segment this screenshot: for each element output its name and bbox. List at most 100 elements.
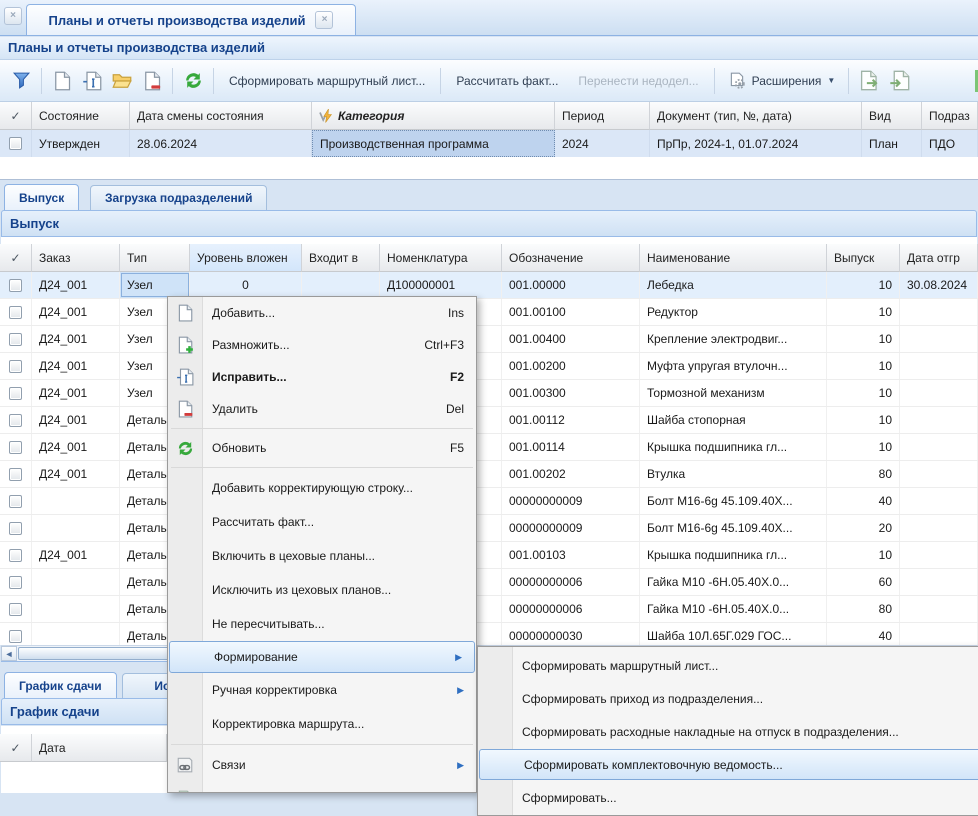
table-row[interactable]: Д24_001 Деталь 001.00103 Крышка подшипни…	[0, 542, 978, 569]
menu-item-delete[interactable]: Удалить Del	[168, 393, 476, 425]
column-header-qty[interactable]: Выпуск	[827, 244, 900, 272]
column-header-designation[interactable]: Обозначение	[502, 244, 640, 272]
add-button[interactable]	[47, 67, 77, 95]
row-checkbox[interactable]	[9, 386, 22, 400]
nomenclature-cell	[380, 488, 502, 514]
row-checkbox[interactable]	[9, 278, 22, 292]
column-header-check[interactable]: ✓	[0, 244, 32, 272]
row-checkbox[interactable]	[9, 602, 22, 616]
submenu-item-receipt-from-department[interactable]: Сформировать приход из подразделения...	[522, 691, 764, 706]
menu-item-edit[interactable]: Исправить... F2	[168, 361, 476, 393]
table-row[interactable]: Деталь 00000000009 Болт М16-6g 45.109.40…	[0, 515, 978, 542]
menu-item-include-shop-plans[interactable]: Включить в цеховые планы...	[212, 549, 375, 563]
row-checkbox[interactable]	[9, 440, 22, 454]
row-checkbox[interactable]	[9, 467, 22, 481]
column-header-department[interactable]: Подраз	[922, 102, 978, 130]
kind-cell: План	[862, 130, 922, 157]
tab-close-button[interactable]: ×	[315, 11, 334, 29]
column-header-level[interactable]: Уровень вложен	[190, 244, 302, 272]
table-row[interactable]: Деталь 00000000006 Гайка М10 -6Н.05.40Х.…	[0, 569, 978, 596]
export-button[interactable]	[854, 67, 884, 95]
menu-item-calc-fact[interactable]: Рассчитать факт...	[212, 515, 315, 529]
row-checkbox[interactable]	[9, 494, 22, 508]
close-tab-strip-button[interactable]: ×	[4, 7, 22, 25]
qty-cell: 10	[827, 434, 900, 460]
menu-item-no-recalc[interactable]: Не пересчитывать...	[212, 617, 325, 631]
table-row[interactable]: Д24_001 Узел 0 Д100000001 001.00000 Лебе…	[0, 272, 978, 299]
extensions-button[interactable]: Расширения ▼	[720, 72, 844, 90]
toolbar-separator	[172, 67, 173, 94]
column-header-nomenclature[interactable]: Номенклатура	[380, 244, 502, 272]
menu-item-duplicate[interactable]: Размножить... Ctrl+F3	[168, 329, 476, 361]
column-header-parent[interactable]: Входит в	[302, 244, 380, 272]
order-cell	[32, 596, 120, 622]
open-button[interactable]	[107, 67, 137, 95]
menu-item-formation[interactable]: Формирование ▶	[169, 641, 475, 673]
column-header-state-date[interactable]: Дата смены состояния	[130, 102, 312, 130]
table-row[interactable]: Деталь 00000000006 Гайка М10 -6Н.05.40Х.…	[0, 596, 978, 623]
column-header-period[interactable]: Период	[555, 102, 650, 130]
column-header-kind[interactable]: Вид	[862, 102, 922, 130]
column-header-date[interactable]: Дата	[32, 734, 167, 762]
table-row[interactable]: Деталь 00000000009 Болт М16-6g 45.109.40…	[0, 488, 978, 515]
menu-item-add[interactable]: Добавить... Ins	[168, 297, 476, 329]
submenu-item-expense-invoices[interactable]: Сформировать расходные накладные на отпу…	[522, 724, 899, 739]
row-check-cell	[0, 380, 32, 406]
row-checkbox[interactable]	[9, 137, 22, 150]
submenu-item-route-sheet[interactable]: Сформировать маршрутный лист...	[522, 658, 719, 673]
column-header-check[interactable]: ✓	[0, 734, 32, 762]
row-checkbox[interactable]	[9, 548, 22, 562]
vypusk-grid-rows: Д24_001 Узел 0 Д100000001 001.00000 Лебе…	[0, 272, 978, 645]
menu-item-manual-correction[interactable]: Ручная корректировка ▶	[212, 683, 464, 697]
menu-item-exclude-shop-plans[interactable]: Исключить из цеховых планов...	[212, 583, 392, 597]
tab-delivery-schedule[interactable]: График сдачи	[4, 672, 117, 698]
menu-item-links[interactable]: Связи ▶	[168, 748, 476, 782]
column-header-category[interactable]: Категория	[312, 102, 555, 130]
column-header-document[interactable]: Документ (тип, №, дата)	[650, 102, 862, 130]
tab-plans-reports[interactable]: Планы и отчеты производства изделий ×	[26, 4, 356, 35]
ship-date-cell	[900, 488, 978, 514]
row-check-cell	[0, 488, 32, 514]
column-header-order[interactable]: Заказ	[32, 244, 120, 272]
row-checkbox[interactable]	[9, 575, 22, 589]
menu-item-route-correction[interactable]: Корректировка маршрута...	[212, 717, 365, 731]
row-checkbox[interactable]	[9, 332, 22, 346]
row-checkbox[interactable]	[9, 629, 22, 643]
table-row[interactable]: Д24_001 Узел 001.00200 Муфта упругая вту…	[0, 353, 978, 380]
order-cell: Д24_001	[32, 542, 120, 568]
row-checkbox[interactable]	[9, 413, 22, 427]
menu-item-refresh[interactable]: Обновить F5	[168, 432, 476, 464]
edit-button[interactable]	[77, 67, 107, 95]
column-header-check[interactable]: ✓	[0, 102, 32, 130]
table-row[interactable]: Д24_001 Деталь 001.00114 Крышка подшипни…	[0, 434, 978, 461]
column-header-type[interactable]: Тип	[120, 244, 190, 272]
menu-item-add-correction-row[interactable]: Добавить корректирующую строку...	[212, 481, 413, 495]
refresh-button[interactable]	[178, 67, 208, 95]
scroll-left-button[interactable]: ◄	[1, 646, 17, 661]
calc-fact-button[interactable]: Рассчитать факт...	[456, 73, 559, 88]
row-checkbox[interactable]	[9, 359, 22, 373]
column-header-name[interactable]: Наименование	[640, 244, 827, 272]
table-row[interactable]: Д24_001 Узел 001.00300 Тормозной механиз…	[0, 380, 978, 407]
table-row[interactable]: Д24_001 Деталь 001.00202 Втулка 80	[0, 461, 978, 488]
submenu-item-partial[interactable]: Сформировать...	[522, 790, 617, 805]
table-row[interactable]: Д24_001 Деталь 001.00112 Шайба стопорная…	[0, 407, 978, 434]
column-header-state[interactable]: Состояние	[32, 102, 130, 130]
row-checkbox[interactable]	[9, 521, 22, 535]
import-button[interactable]	[884, 67, 914, 95]
submenu-item-picking-list[interactable]: Сформировать комплектовочную ведомость..…	[479, 749, 978, 780]
make-route-sheet-button[interactable]: Сформировать маршрутный лист...	[229, 73, 426, 88]
tab-vypusk[interactable]: Выпуск	[4, 184, 80, 210]
table-row[interactable]: Д24_001 Узел 001.00400 Крепление электро…	[0, 326, 978, 353]
filter-button[interactable]	[6, 67, 36, 95]
plans-grid-row[interactable]: Утвержден 28.06.2024 Производственная пр…	[0, 130, 978, 157]
menu-item-partial[interactable]	[168, 782, 476, 792]
column-header-ship-date[interactable]: Дата отгр	[900, 244, 978, 272]
name-cell: Болт М16-6g 45.109.40Х...	[640, 515, 827, 541]
delete-button[interactable]	[137, 67, 167, 95]
table-row[interactable]: Деталь 00000000030 Шайба 10Л.65Г.029 ГОС…	[0, 623, 978, 645]
tab-load-departments[interactable]: Загрузка подразделений	[90, 185, 268, 210]
nomenclature-cell	[380, 515, 502, 541]
row-checkbox[interactable]	[9, 305, 22, 319]
table-row[interactable]: Д24_001 Узел 001.00100 Редуктор 10	[0, 299, 978, 326]
